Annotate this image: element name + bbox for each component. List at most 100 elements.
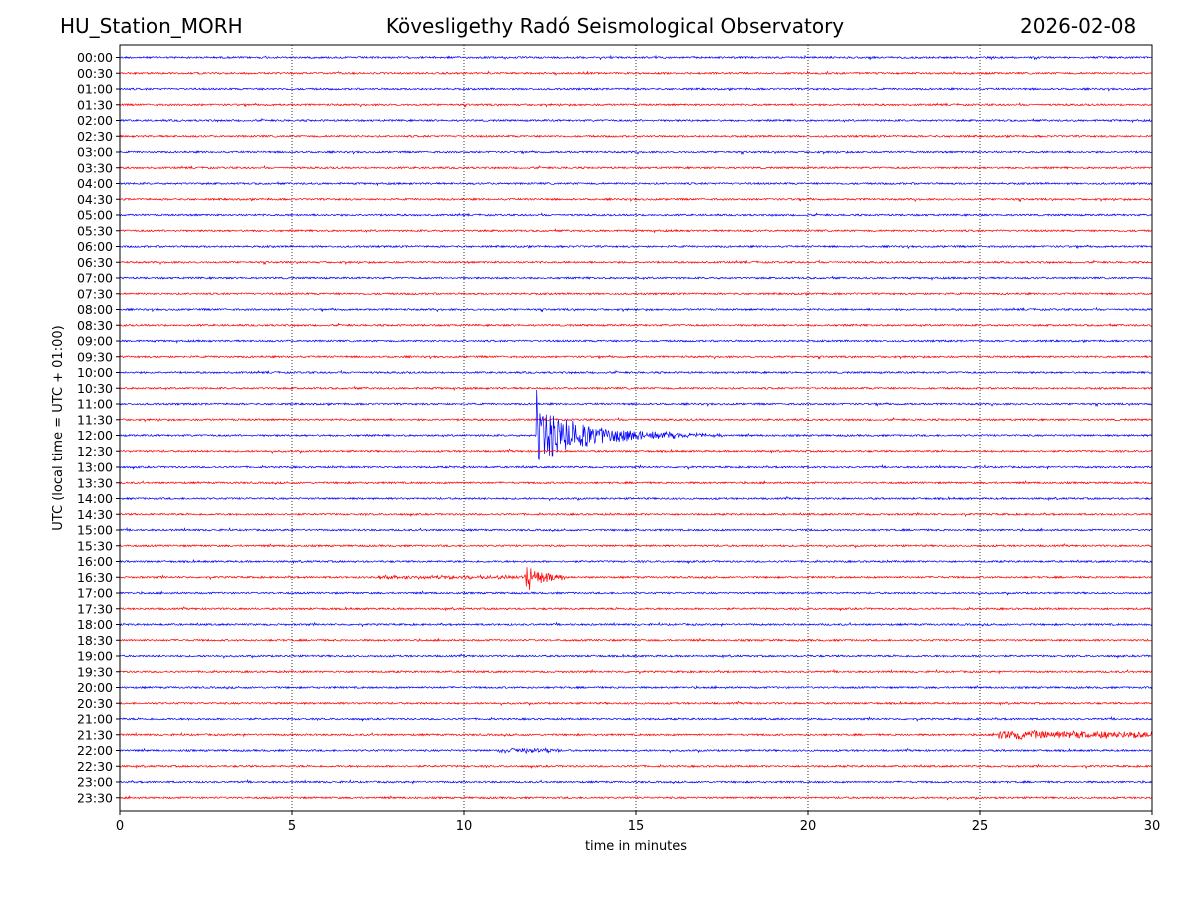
y-tick-label: 15:30 [77,538,113,553]
y-tick-label: 11:30 [77,412,113,427]
y-tick-label: 16:00 [77,554,113,569]
trace-1430 [119,511,1153,518]
y-tick-label: 23:00 [77,775,113,790]
trace-0430 [119,197,1153,203]
y-tick-label: 12:00 [77,428,113,443]
y-tick-label: 08:30 [77,318,113,333]
y-tick-label: 09:30 [77,349,113,364]
trace-1030 [119,385,1153,392]
trace-1830 [119,637,1153,643]
trace-0730 [119,291,1153,296]
trace-0630 [119,259,1153,266]
trace-0930 [119,354,1153,360]
y-tick-label: 09:00 [77,334,113,349]
trace-0130 [119,102,1153,108]
trace-1800 [119,621,1153,628]
y-tick-label: 22:00 [77,743,113,758]
y-tick-label: 14:00 [77,491,113,506]
y-tick-label: 17:30 [77,601,113,616]
x-axis-label: time in minutes [585,839,687,854]
y-tick-label: 02:30 [77,129,113,144]
y-tick-label: 19:00 [77,649,113,664]
y-tick-label: 11:00 [77,397,113,412]
trace-1130 [119,417,1153,423]
trace-2300 [119,778,1153,785]
trace-0300 [119,150,1153,155]
y-tick-label: 06:00 [77,239,113,254]
trace-0900 [119,339,1153,344]
y-tick-label: 12:30 [77,444,113,459]
trace-1300 [119,463,1153,470]
trace-1600 [119,558,1153,565]
trace-1530 [119,543,1153,549]
x-tick-label: 0 [116,819,124,834]
y-tick-label: 17:00 [77,586,113,601]
y-tick-label: 06:30 [77,255,113,270]
trace-group [119,54,1153,801]
x-tick-label: 30 [1144,819,1161,834]
x-tick-label: 25 [972,819,989,834]
trace-2030 [119,700,1153,707]
trace-1230 [119,448,1153,455]
x-tick-label: 20 [800,819,817,834]
y-tick-label: 21:30 [77,727,113,742]
y-tick-label: 20:00 [77,680,113,695]
trace-0330 [119,165,1153,170]
y-tick-label: 03:00 [77,145,113,160]
trace-1000 [119,369,1153,375]
y-axis-ticks: 00:0000:3001:0001:3002:0002:3003:0003:30… [77,50,120,805]
trace-1200 [119,389,1153,460]
trace-1400 [119,495,1153,502]
y-tick-label: 21:00 [77,712,113,727]
x-axis-ticks: 0 5 10 15 20 25 30 [116,811,1160,834]
trace-2230 [119,763,1153,770]
y-tick-label: 01:00 [77,82,113,97]
y-tick-label: 01:30 [77,97,113,112]
trace-2200 [119,746,1153,755]
y-tick-label: 08:00 [77,302,113,317]
trace-0000 [119,54,1153,61]
trace-2100 [119,715,1153,722]
trace-0230 [119,134,1153,139]
trace-1930 [119,668,1153,675]
trace-2000 [119,684,1153,690]
y-tick-label: 00:30 [77,66,113,81]
station-name: HU_Station_MORH [60,14,243,38]
trace-2130 [119,729,1153,741]
y-tick-label: 10:30 [77,381,113,396]
trace-0400 [119,180,1153,187]
y-tick-label: 10:00 [77,365,113,380]
y-tick-label: 15:00 [77,523,113,538]
x-tick-label: 5 [288,819,296,834]
y-tick-label: 13:30 [77,475,113,490]
y-tick-label: 22:30 [77,759,113,774]
trace-0700 [119,275,1153,281]
y-tick-label: 07:30 [77,286,113,301]
trace-1330 [119,480,1153,486]
chart-date: 2026-02-08 [1020,14,1137,38]
y-tick-label: 04:00 [77,176,113,191]
trace-1630 [119,567,1153,590]
y-axis-label: UTC (local time = UTC + 01:00) [51,325,66,530]
y-tick-label: 18:30 [77,633,113,648]
x-tick-label: 15 [628,819,645,834]
y-tick-label: 00:00 [77,50,113,65]
trace-1700 [119,590,1153,596]
y-tick-label: 05:30 [77,223,113,238]
trace-0530 [119,228,1153,234]
trace-0830 [119,322,1153,328]
chart-title: Kövesligethy Radó Seismological Observat… [385,14,845,38]
y-tick-label: 19:30 [77,664,113,679]
trace-0030 [119,70,1153,76]
y-tick-label: 05:00 [77,208,113,223]
trace-0500 [119,212,1153,218]
x-grid [291,45,981,811]
y-tick-label: 16:30 [77,570,113,585]
y-tick-label: 23:30 [77,790,113,805]
y-tick-label: 02:00 [77,113,113,128]
trace-2330 [119,795,1153,801]
y-tick-label: 14:30 [77,507,113,522]
trace-1730 [119,606,1153,612]
trace-1100 [119,402,1153,407]
